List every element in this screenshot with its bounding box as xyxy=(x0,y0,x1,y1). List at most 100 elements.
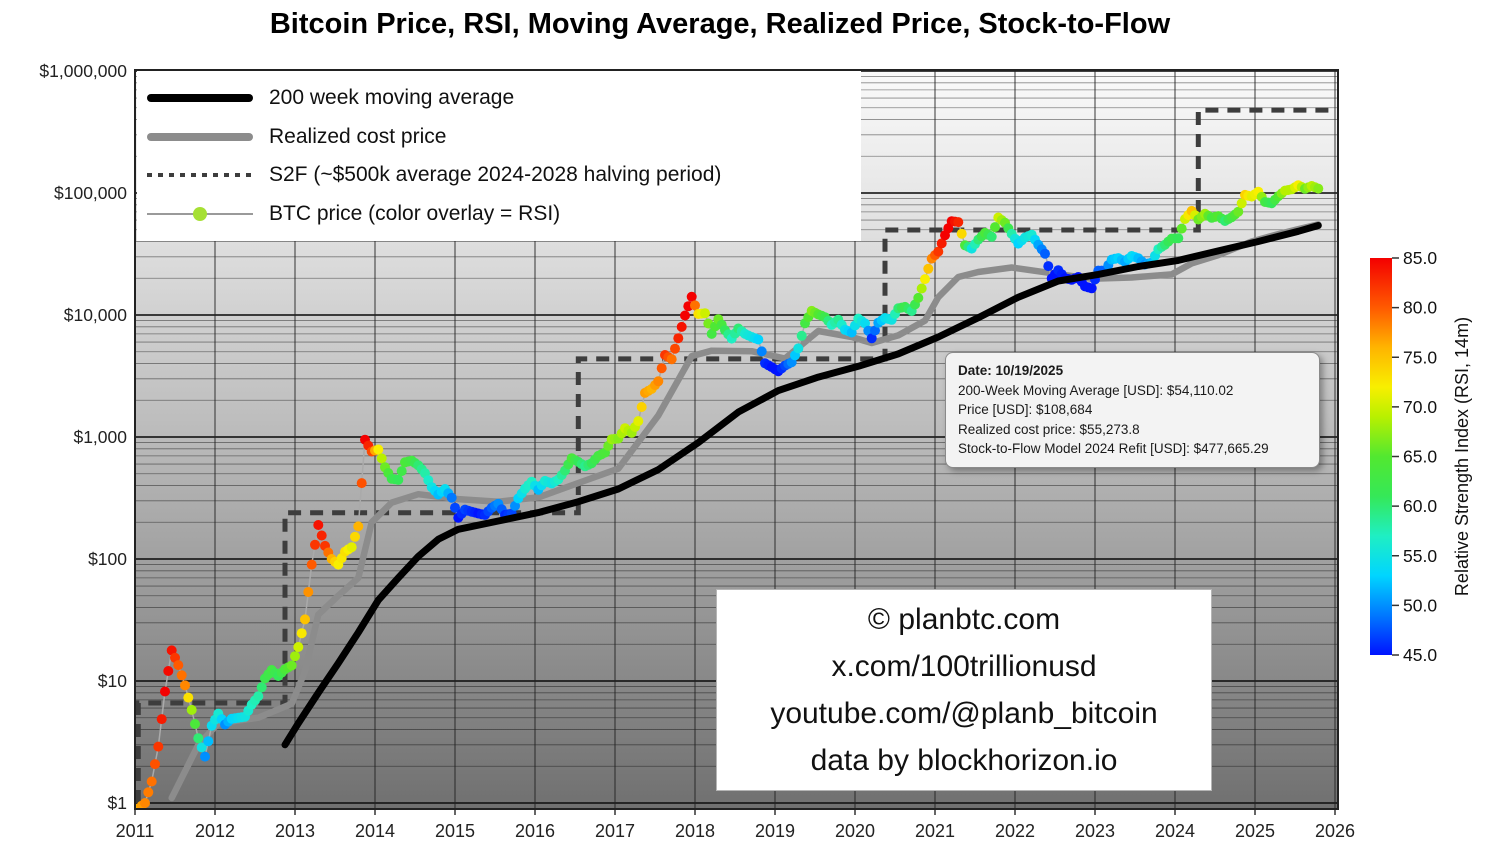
x-axis-tick-label: 2014 xyxy=(355,821,395,841)
btc-price-dot xyxy=(753,334,764,345)
y-axis-tick-label: $10,000 xyxy=(64,305,128,325)
plot-border xyxy=(134,69,1339,810)
x-axis-tick-label: 2013 xyxy=(275,821,315,841)
x-axis-tick-label: 2017 xyxy=(595,821,635,841)
colorbar-tick-label: 50.0 xyxy=(1403,595,1437,615)
btc-price-dot xyxy=(180,680,190,691)
btc-price-dot xyxy=(356,478,367,489)
btc-price-dot xyxy=(306,559,317,570)
btc-price-dot xyxy=(700,308,710,319)
y-axis-tick-label: $1,000 xyxy=(73,427,127,447)
btc-price-dot xyxy=(190,719,200,729)
btc-price-dot xyxy=(200,751,210,762)
tooltip-realized: Realized cost price: $55,273.8 xyxy=(958,421,1140,437)
realized-price-line xyxy=(168,221,1322,802)
watermark-copyright: © planbtc.com xyxy=(867,602,1061,636)
btc-price-dot xyxy=(920,274,930,285)
btc-price-dot xyxy=(756,346,767,357)
x-axis-tick-label: 2025 xyxy=(1235,821,1275,841)
btc-price-dot xyxy=(293,642,304,652)
btc-price-dot xyxy=(933,246,944,257)
btc-price-dot xyxy=(913,292,924,303)
data-tooltip: Date: 10/19/2025 200-Week Moving Average… xyxy=(945,352,1320,468)
axis-labels: $1,000,000 $100,000 $10,000 $1,000 $100 $10 $1… xyxy=(39,61,1355,841)
legend-realized-line-icon xyxy=(147,132,253,141)
colorbar-tick-label: 55.0 xyxy=(1403,546,1437,566)
btc-price-dot xyxy=(193,733,204,744)
legend-realized-label: Realized cost price xyxy=(269,124,447,148)
btc-price-dot xyxy=(286,660,297,671)
btc-price-dot xyxy=(156,714,167,725)
btc-price-dot xyxy=(296,628,307,639)
x-axis-tick-label: 2018 xyxy=(675,821,715,841)
colorbar-axis-label: Relative Strength Index (RSI, 14m) xyxy=(1452,317,1472,596)
btc-price-dot xyxy=(793,343,804,354)
x-axis-tick-label: 2022 xyxy=(995,821,1035,841)
legend-s2f-dotted-line-icon xyxy=(147,173,253,178)
btc-price-dot xyxy=(923,263,934,274)
colorbar-tick-label: 65.0 xyxy=(1403,447,1437,467)
btc-price-dot xyxy=(870,325,880,336)
btc-price-dot xyxy=(183,692,194,703)
btc-price-dot xyxy=(446,492,457,503)
btc-price-dot xyxy=(150,759,160,770)
x-axis-tick-label: 2016 xyxy=(515,821,555,841)
x-axis-tick-label: 2026 xyxy=(1315,821,1355,841)
btc-price-dot xyxy=(1233,206,1244,217)
btc-price-dot xyxy=(953,217,964,228)
colorbar-tick-label: 45.0 xyxy=(1403,645,1437,665)
x-axis-tick-label: 2012 xyxy=(195,821,235,841)
colorbar-tick-label: 80.0 xyxy=(1403,298,1437,318)
btc-price-dot xyxy=(143,787,154,798)
legend-200wma-line-icon xyxy=(147,94,253,103)
btc-price-dot xyxy=(636,402,647,412)
btc-price-dot xyxy=(186,704,197,715)
wma-200w-line xyxy=(281,222,1322,749)
btc-price-dot xyxy=(1313,183,1324,194)
btc-price-dot xyxy=(450,502,460,513)
btc-price-dots xyxy=(135,180,1324,809)
y-axis-tick-label: $1 xyxy=(108,793,127,813)
btc-price-dot xyxy=(140,798,150,808)
tooltip-price: Price [USD]: $108,684 xyxy=(958,402,1093,417)
s2f-step-line xyxy=(135,107,1332,803)
btc-price-dot xyxy=(160,686,170,697)
btc-price-dot xyxy=(686,291,697,302)
colorbar-gradient xyxy=(1370,258,1392,655)
btc-price-dot xyxy=(350,531,360,542)
btc-price-dot xyxy=(510,500,520,511)
x-axis-tick-label: 2021 xyxy=(915,821,955,841)
btc-price-dot xyxy=(936,238,947,249)
btc-price-dot xyxy=(670,343,680,354)
btc-price-dot xyxy=(396,466,407,477)
btc-price-dot xyxy=(796,330,807,341)
legend-item-realized: Realized cost price xyxy=(147,125,851,149)
btc-price-dot xyxy=(1176,223,1187,234)
rsi-colorbar: 85.0 80.0 75.0 70.0 65.0 60.0 55.0 50.0 45.0 Rela… xyxy=(1370,248,1472,665)
btc-price-dot xyxy=(393,474,404,485)
btc-price-dot xyxy=(196,742,207,753)
btc-price-dot xyxy=(290,651,300,662)
btc-price-dot xyxy=(916,283,927,294)
btc-price-dot xyxy=(653,376,664,387)
btc-price-dot xyxy=(956,228,967,239)
x-axis-tick-label: 2024 xyxy=(1155,821,1195,841)
legend-item-btc-price: BTC price (color overlay = RSI) xyxy=(147,202,851,226)
btc-price-dot xyxy=(1236,198,1247,209)
btc-price-dot xyxy=(1043,261,1054,272)
btc-price-dot xyxy=(866,333,877,344)
btc-price-dot xyxy=(256,682,267,693)
x-axis-tick-label: 2023 xyxy=(1075,821,1115,841)
legend-btc-label: BTC price (color overlay = RSI) xyxy=(269,201,561,225)
btc-price-dot xyxy=(176,670,187,681)
colorbar-tick-label: 60.0 xyxy=(1403,496,1437,516)
tooltip-date: Date: 10/19/2025 xyxy=(958,363,1064,378)
chart-legend: 200 week moving average Realized cost pr… xyxy=(137,71,861,241)
legend-s2f-label: S2F (~$500k average 2024-2028 halving pe… xyxy=(269,163,722,187)
watermark-data-source: data by blockhorizon.io xyxy=(810,743,1118,777)
btc-price-dot xyxy=(673,333,684,344)
watermark-box: © planbtc.com x.com/100trillionusd youtu… xyxy=(716,589,1212,791)
btc-price-dot xyxy=(353,521,364,532)
btc-price-dot xyxy=(300,614,310,625)
btc-price-dot xyxy=(676,321,687,332)
